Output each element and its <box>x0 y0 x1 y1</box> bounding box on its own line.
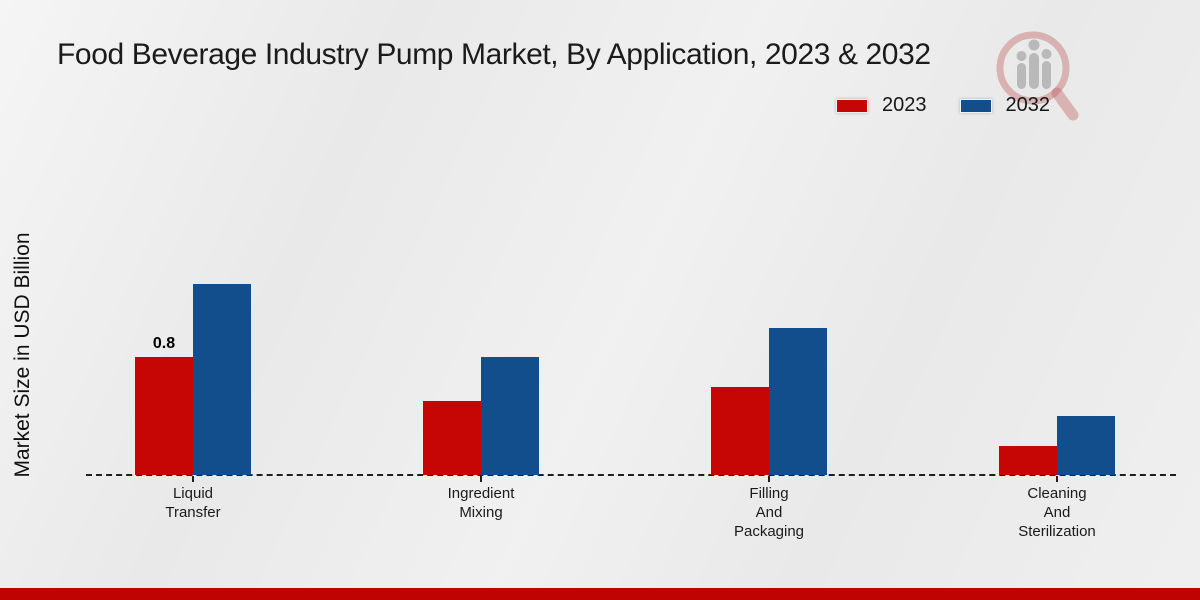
x-axis-tick-cleaning-and-sterilization <box>1056 476 1058 482</box>
x-axis-tick-filling-and-packaging <box>768 476 770 482</box>
chart-title: Food Beverage Industry Pump Market, By A… <box>57 38 931 71</box>
category-label-cleaning-and-sterilization: Cleaning And Sterilization <box>1018 485 1096 540</box>
category-label-liquid-transfer: Liquid Transfer <box>165 485 221 521</box>
x-axis-tick-liquid-transfer <box>192 476 194 482</box>
legend: 2023 2032 <box>836 94 1050 117</box>
bar-2023-ingredient-mixing <box>423 401 481 475</box>
bar-2023-liquid-transfer <box>135 357 193 475</box>
legend-swatch-2023 <box>836 98 868 113</box>
bar-2023-filling-and-packaging <box>711 387 769 475</box>
bar-2032-liquid-transfer <box>193 284 251 475</box>
category-label-filling-and-packaging: Filling And Packaging <box>733 485 805 540</box>
bar-2032-filling-and-packaging <box>769 328 827 475</box>
bar-2032-ingredient-mixing <box>481 357 539 475</box>
bar-2032-cleaning-and-sterilization <box>1057 416 1115 475</box>
legend-item-2023: 2023 <box>836 94 927 117</box>
footer-accent-bar <box>0 588 1200 600</box>
legend-label-2032: 2032 <box>1005 94 1051 116</box>
data-label-2023-liquid-transfer: 0.8 <box>152 335 176 352</box>
category-label-ingredient-mixing: Ingredient Mixing <box>447 485 515 521</box>
bar-2023-cleaning-and-sterilization <box>999 446 1057 475</box>
legend-item-2032: 2032 <box>959 94 1051 117</box>
magnifier-barchart-watermark-icon <box>996 31 1079 121</box>
legend-swatch-2032 <box>959 98 992 113</box>
x-axis-tick-ingredient-mixing <box>480 476 482 482</box>
legend-label-2023: 2023 <box>882 94 927 116</box>
x-axis-baseline <box>86 474 1176 476</box>
